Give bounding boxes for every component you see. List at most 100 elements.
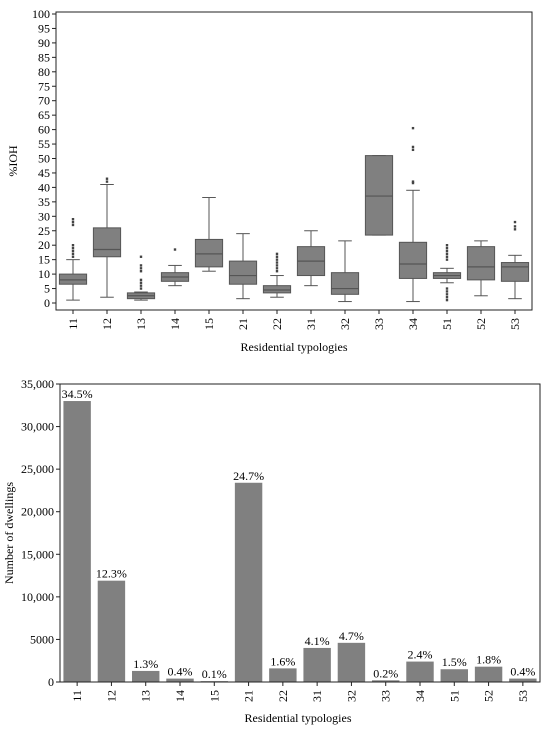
bar-label-13: 1.3% xyxy=(133,657,158,671)
box-x-axis-label: Residential typologies xyxy=(241,340,348,354)
y-tick-label: 25 xyxy=(38,224,50,238)
x-tick-label: 21 xyxy=(236,318,250,330)
outlier-point xyxy=(275,258,279,261)
y-tick-label: 45 xyxy=(38,166,50,180)
outlier-point xyxy=(105,177,109,180)
x-tick-label: 34 xyxy=(413,690,427,702)
x-tick-label: 32 xyxy=(344,690,358,702)
bar-label-52: 1.8% xyxy=(476,653,501,667)
outlier-point xyxy=(445,293,449,296)
x-tick-label: 14 xyxy=(173,690,187,702)
bar-21 xyxy=(234,482,263,682)
y-tick-label: 85 xyxy=(38,50,50,64)
iqr-box xyxy=(92,227,122,258)
y-tick-label: 100 xyxy=(32,7,50,21)
outlier-point xyxy=(513,220,517,224)
box-11 xyxy=(58,217,88,301)
y-tick-label: 40 xyxy=(38,180,50,194)
outlier-point xyxy=(71,255,75,258)
x-tick-label: 11 xyxy=(70,690,84,702)
iqr-box xyxy=(398,241,428,279)
box-51 xyxy=(432,244,462,302)
box-34 xyxy=(398,126,428,303)
bar-12 xyxy=(97,580,126,682)
box-plot-chart: 0510152025303540455055606570758085909510… xyxy=(6,7,533,354)
outlier-point xyxy=(445,255,449,258)
bar-label-15: 0.1% xyxy=(202,667,227,681)
outlier-point xyxy=(445,244,449,247)
outlier-point xyxy=(411,145,415,149)
bar-11 xyxy=(63,401,91,682)
outlier-point xyxy=(139,255,143,258)
y-tick-label: 80 xyxy=(38,65,50,79)
bar-51 xyxy=(440,669,468,682)
outlier-point xyxy=(411,148,415,152)
bar-53 xyxy=(509,678,537,682)
outlier-point xyxy=(139,284,143,287)
outlier-point xyxy=(445,287,449,290)
x-tick-label: 13 xyxy=(134,318,148,330)
outlier-point xyxy=(513,225,517,228)
x-tick-label: 51 xyxy=(447,690,461,702)
y-tick-label: 30,000 xyxy=(21,420,54,434)
outlier-point xyxy=(275,255,279,258)
bar-label-11: 34.5% xyxy=(62,387,93,401)
x-tick-label: 14 xyxy=(168,318,182,330)
x-tick-label: 12 xyxy=(104,690,118,702)
outlier-point xyxy=(445,246,449,250)
outlier-point xyxy=(71,249,75,253)
outlier-point xyxy=(445,258,449,261)
y-tick-label: 30 xyxy=(38,209,50,223)
box-31 xyxy=(296,230,326,287)
x-tick-label: 22 xyxy=(276,690,290,702)
x-tick-label: 33 xyxy=(372,318,386,330)
outlier-point xyxy=(445,249,449,253)
bar-data-labels: 34.5% 12.3% 1.3% 0.4% 0.1% 24.7% 1.6% 4.1% 4.7% 0… xyxy=(62,387,536,681)
bar-label-22: 1.6% xyxy=(270,654,295,668)
iqr-box xyxy=(262,285,292,294)
iqr-box xyxy=(228,260,258,285)
y-tick-label: 25,000 xyxy=(21,462,54,476)
outlier-point xyxy=(411,181,415,185)
iqr-box xyxy=(330,272,360,295)
y-tick-label: 35 xyxy=(38,195,50,209)
bar-14 xyxy=(166,678,194,682)
box-15 xyxy=(194,197,224,272)
box-plot-area xyxy=(55,11,533,311)
bar-label-12: 12.3% xyxy=(96,567,127,581)
x-tick-label: 52 xyxy=(474,318,488,330)
y-tick-label: 20 xyxy=(38,238,50,252)
outlier-point xyxy=(105,180,109,183)
boxes xyxy=(58,126,530,303)
y-tick-label: 95 xyxy=(38,21,50,35)
outlier-point xyxy=(445,290,449,293)
y-tick-label: 55 xyxy=(38,137,50,151)
iqr-box xyxy=(194,238,224,268)
bar-label-31: 4.1% xyxy=(305,634,330,648)
y-tick-label: 35,000 xyxy=(21,377,54,391)
iqr-box xyxy=(500,262,530,282)
box-13 xyxy=(126,255,156,301)
outlier-point xyxy=(445,252,449,256)
box-y-ticks: 0510152025303540455055606570758085909510… xyxy=(32,7,56,310)
bars xyxy=(63,401,537,682)
y-tick-label: 10,000 xyxy=(21,590,54,604)
x-tick-label: 53 xyxy=(508,318,522,330)
y-tick-label: 65 xyxy=(38,108,50,122)
y-tick-label: 90 xyxy=(38,36,50,50)
iqr-box xyxy=(364,155,394,236)
x-tick-label: 13 xyxy=(139,690,153,702)
iqr-box xyxy=(58,273,88,285)
bar-label-34: 2.4% xyxy=(408,648,433,662)
bar-label-33: 0.2% xyxy=(373,666,398,680)
y-tick-label: 0 xyxy=(48,675,54,689)
outlier-point xyxy=(71,220,75,224)
outlier-point xyxy=(275,261,279,264)
y-tick-label: 70 xyxy=(38,94,50,108)
x-tick-label: 12 xyxy=(100,318,114,330)
bar-34 xyxy=(406,661,434,682)
outlier-point xyxy=(445,296,449,299)
outlier-point xyxy=(513,228,517,231)
outlier-point xyxy=(275,264,279,267)
